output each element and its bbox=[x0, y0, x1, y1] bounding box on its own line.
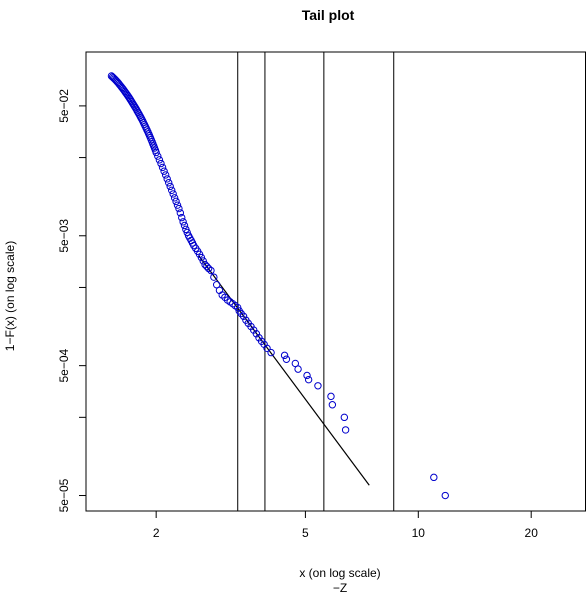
data-point-120 bbox=[441, 491, 449, 500]
data-point-59 bbox=[167, 186, 176, 194]
data-point-116 bbox=[328, 401, 337, 409]
data-point-83 bbox=[204, 264, 213, 273]
data-point-110 bbox=[291, 359, 300, 368]
vertical-reference-lines bbox=[237, 52, 395, 511]
plot-frame bbox=[85, 51, 586, 512]
data-point-108 bbox=[280, 351, 289, 360]
data-point-107 bbox=[267, 348, 275, 357]
x-tick-label-4: 20 bbox=[525, 526, 539, 540]
data-point-114 bbox=[314, 382, 322, 390]
x-tick-label-1: 2 bbox=[153, 526, 160, 540]
data-point-93 bbox=[231, 301, 239, 310]
data-point-82 bbox=[203, 262, 211, 271]
data-point-58 bbox=[166, 182, 174, 191]
chart-title: Tail plot bbox=[302, 7, 355, 23]
data-point-111 bbox=[294, 365, 302, 373]
y-tick-label-5: 5e−04 bbox=[57, 348, 71, 382]
data-point-62 bbox=[172, 197, 180, 206]
data-point-85 bbox=[210, 273, 218, 281]
data-point-119 bbox=[430, 473, 438, 482]
data-point-61 bbox=[170, 194, 179, 202]
data-point-118 bbox=[341, 426, 350, 434]
data-point-117 bbox=[340, 413, 349, 422]
data-point-101 bbox=[249, 326, 258, 334]
x-tick-label-3: 10 bbox=[412, 526, 426, 540]
y-axis-label: 1−F(x) (on log scale) bbox=[3, 241, 17, 351]
data-point-97 bbox=[239, 312, 248, 320]
data-point-112 bbox=[303, 371, 311, 380]
y-tick-label-7: 5e−05 bbox=[57, 478, 71, 512]
data-point-84 bbox=[207, 266, 215, 275]
data-point-57 bbox=[164, 179, 173, 187]
data-point-49 bbox=[152, 148, 160, 157]
fitted-line-group bbox=[198, 255, 370, 486]
fitted-line bbox=[198, 255, 370, 486]
data-point-53 bbox=[158, 163, 167, 172]
data-point-68 bbox=[180, 221, 189, 230]
x-axis-label: x (on log scale) bbox=[299, 566, 380, 580]
x-axis: 2 5 10 20 bbox=[153, 511, 538, 540]
data-point-94 bbox=[234, 303, 242, 312]
data-point-50 bbox=[154, 152, 162, 160]
x-axis-sublabel: −Z bbox=[333, 581, 347, 595]
data-point-113 bbox=[304, 375, 313, 384]
data-point-80 bbox=[199, 257, 207, 265]
data-point-86 bbox=[212, 281, 221, 289]
y-axis: 5e−02 5e−03 5e−04 5e−05 bbox=[57, 89, 86, 512]
data-point-106 bbox=[263, 344, 271, 353]
y-tick-label-3: 5e−03 bbox=[57, 219, 71, 253]
data-point-66 bbox=[178, 213, 186, 222]
data-point-109 bbox=[282, 355, 291, 363]
data-point-102 bbox=[252, 330, 261, 338]
y-tick-label-1: 5e−02 bbox=[57, 89, 71, 123]
data-point-63 bbox=[173, 201, 182, 209]
data-point-65 bbox=[176, 209, 185, 217]
data-point-51 bbox=[155, 156, 164, 164]
data-point-55 bbox=[161, 171, 170, 179]
data-point-67 bbox=[179, 218, 187, 226]
data-point-60 bbox=[169, 190, 177, 198]
data-point-52 bbox=[157, 159, 165, 168]
data-point-54 bbox=[160, 167, 168, 175]
data-points bbox=[107, 72, 449, 500]
data-point-64 bbox=[175, 204, 183, 213]
x-tick-label-2: 5 bbox=[302, 526, 309, 540]
data-point-56 bbox=[163, 175, 171, 183]
data-point-115 bbox=[327, 392, 335, 401]
